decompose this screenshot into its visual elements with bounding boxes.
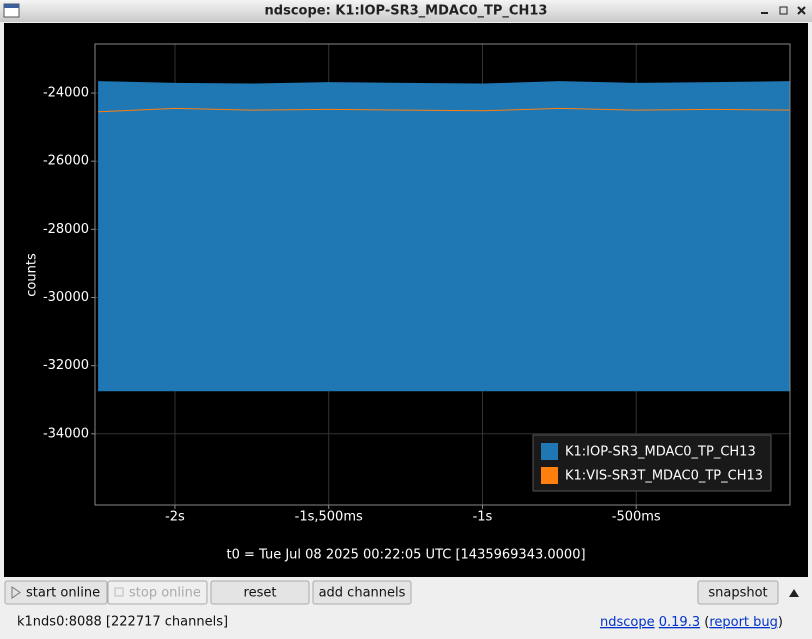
button[interactable] xyxy=(210,580,310,605)
status-links: ndscope 0.19.3 (report bug) xyxy=(600,615,783,630)
y-tick-label: -32000 xyxy=(43,358,89,373)
button xyxy=(107,580,208,605)
button[interactable] xyxy=(697,580,779,605)
legend-swatch xyxy=(541,443,558,460)
window-title: ndscope: K1:IOP-SR3_MDAC0_TP_CH13 xyxy=(265,4,548,19)
button-label[interactable]: snapshot xyxy=(708,586,767,601)
app-link[interactable]: ndscope xyxy=(600,615,655,630)
title-bar xyxy=(0,0,812,22)
button[interactable] xyxy=(312,580,412,605)
window-controls xyxy=(761,6,806,15)
bug-link[interactable]: report bug xyxy=(709,615,778,630)
y-tick-label: -24000 xyxy=(43,86,89,101)
button-label[interactable]: start online xyxy=(26,586,100,601)
minimize[interactable] xyxy=(761,12,768,14)
x-tick-label: -500ms xyxy=(612,510,661,525)
line-series xyxy=(98,107,791,113)
x-tick-label: -1s,500ms xyxy=(295,510,363,525)
y-tick-label: -30000 xyxy=(43,290,89,305)
t0-label: t0 = Tue Jul 08 2025 00:22:05 UTC [14359… xyxy=(226,548,585,563)
maximize[interactable] xyxy=(779,6,788,15)
bracket: ( xyxy=(704,615,709,630)
y-axis-label: counts xyxy=(25,253,40,297)
legend-swatch xyxy=(541,467,558,484)
band-area xyxy=(98,81,791,392)
y-tick-label: -28000 xyxy=(43,222,89,237)
version-link[interactable]: 0.19.3 xyxy=(659,615,700,630)
legend-label: K1:IOP-SR3_MDAC0_TP_CH13 xyxy=(565,445,756,460)
play-icon xyxy=(11,586,21,599)
collapse-arrow[interactable] xyxy=(789,589,799,597)
bracket: ) xyxy=(778,615,783,630)
button-label: stop online xyxy=(129,586,201,601)
x-tick-label: -1s xyxy=(473,510,493,525)
status-server: k1nds0:8088 [222717 channels] xyxy=(17,615,228,630)
legend-box xyxy=(532,434,772,492)
axes-frame xyxy=(94,43,791,506)
button-label[interactable]: reset xyxy=(244,586,277,601)
button-label[interactable]: add channels xyxy=(319,586,406,601)
plot: -34000 -32000 -30000 -28000 -26000 -24000 -2s -… xyxy=(43,44,791,525)
close[interactable] xyxy=(797,6,806,15)
legend-label: K1:VIS-SR3T_MDAC0_TP_CH13 xyxy=(565,469,763,484)
button-row: start online stop online reset add channels… xyxy=(4,580,779,605)
y-tick-label: -26000 xyxy=(43,154,89,169)
button[interactable] xyxy=(4,580,108,605)
window-menu-icon-bar xyxy=(4,4,19,8)
x-tick-label: -2s xyxy=(165,510,185,525)
stop-icon xyxy=(114,587,124,597)
y-tick-label: -34000 xyxy=(43,426,89,441)
